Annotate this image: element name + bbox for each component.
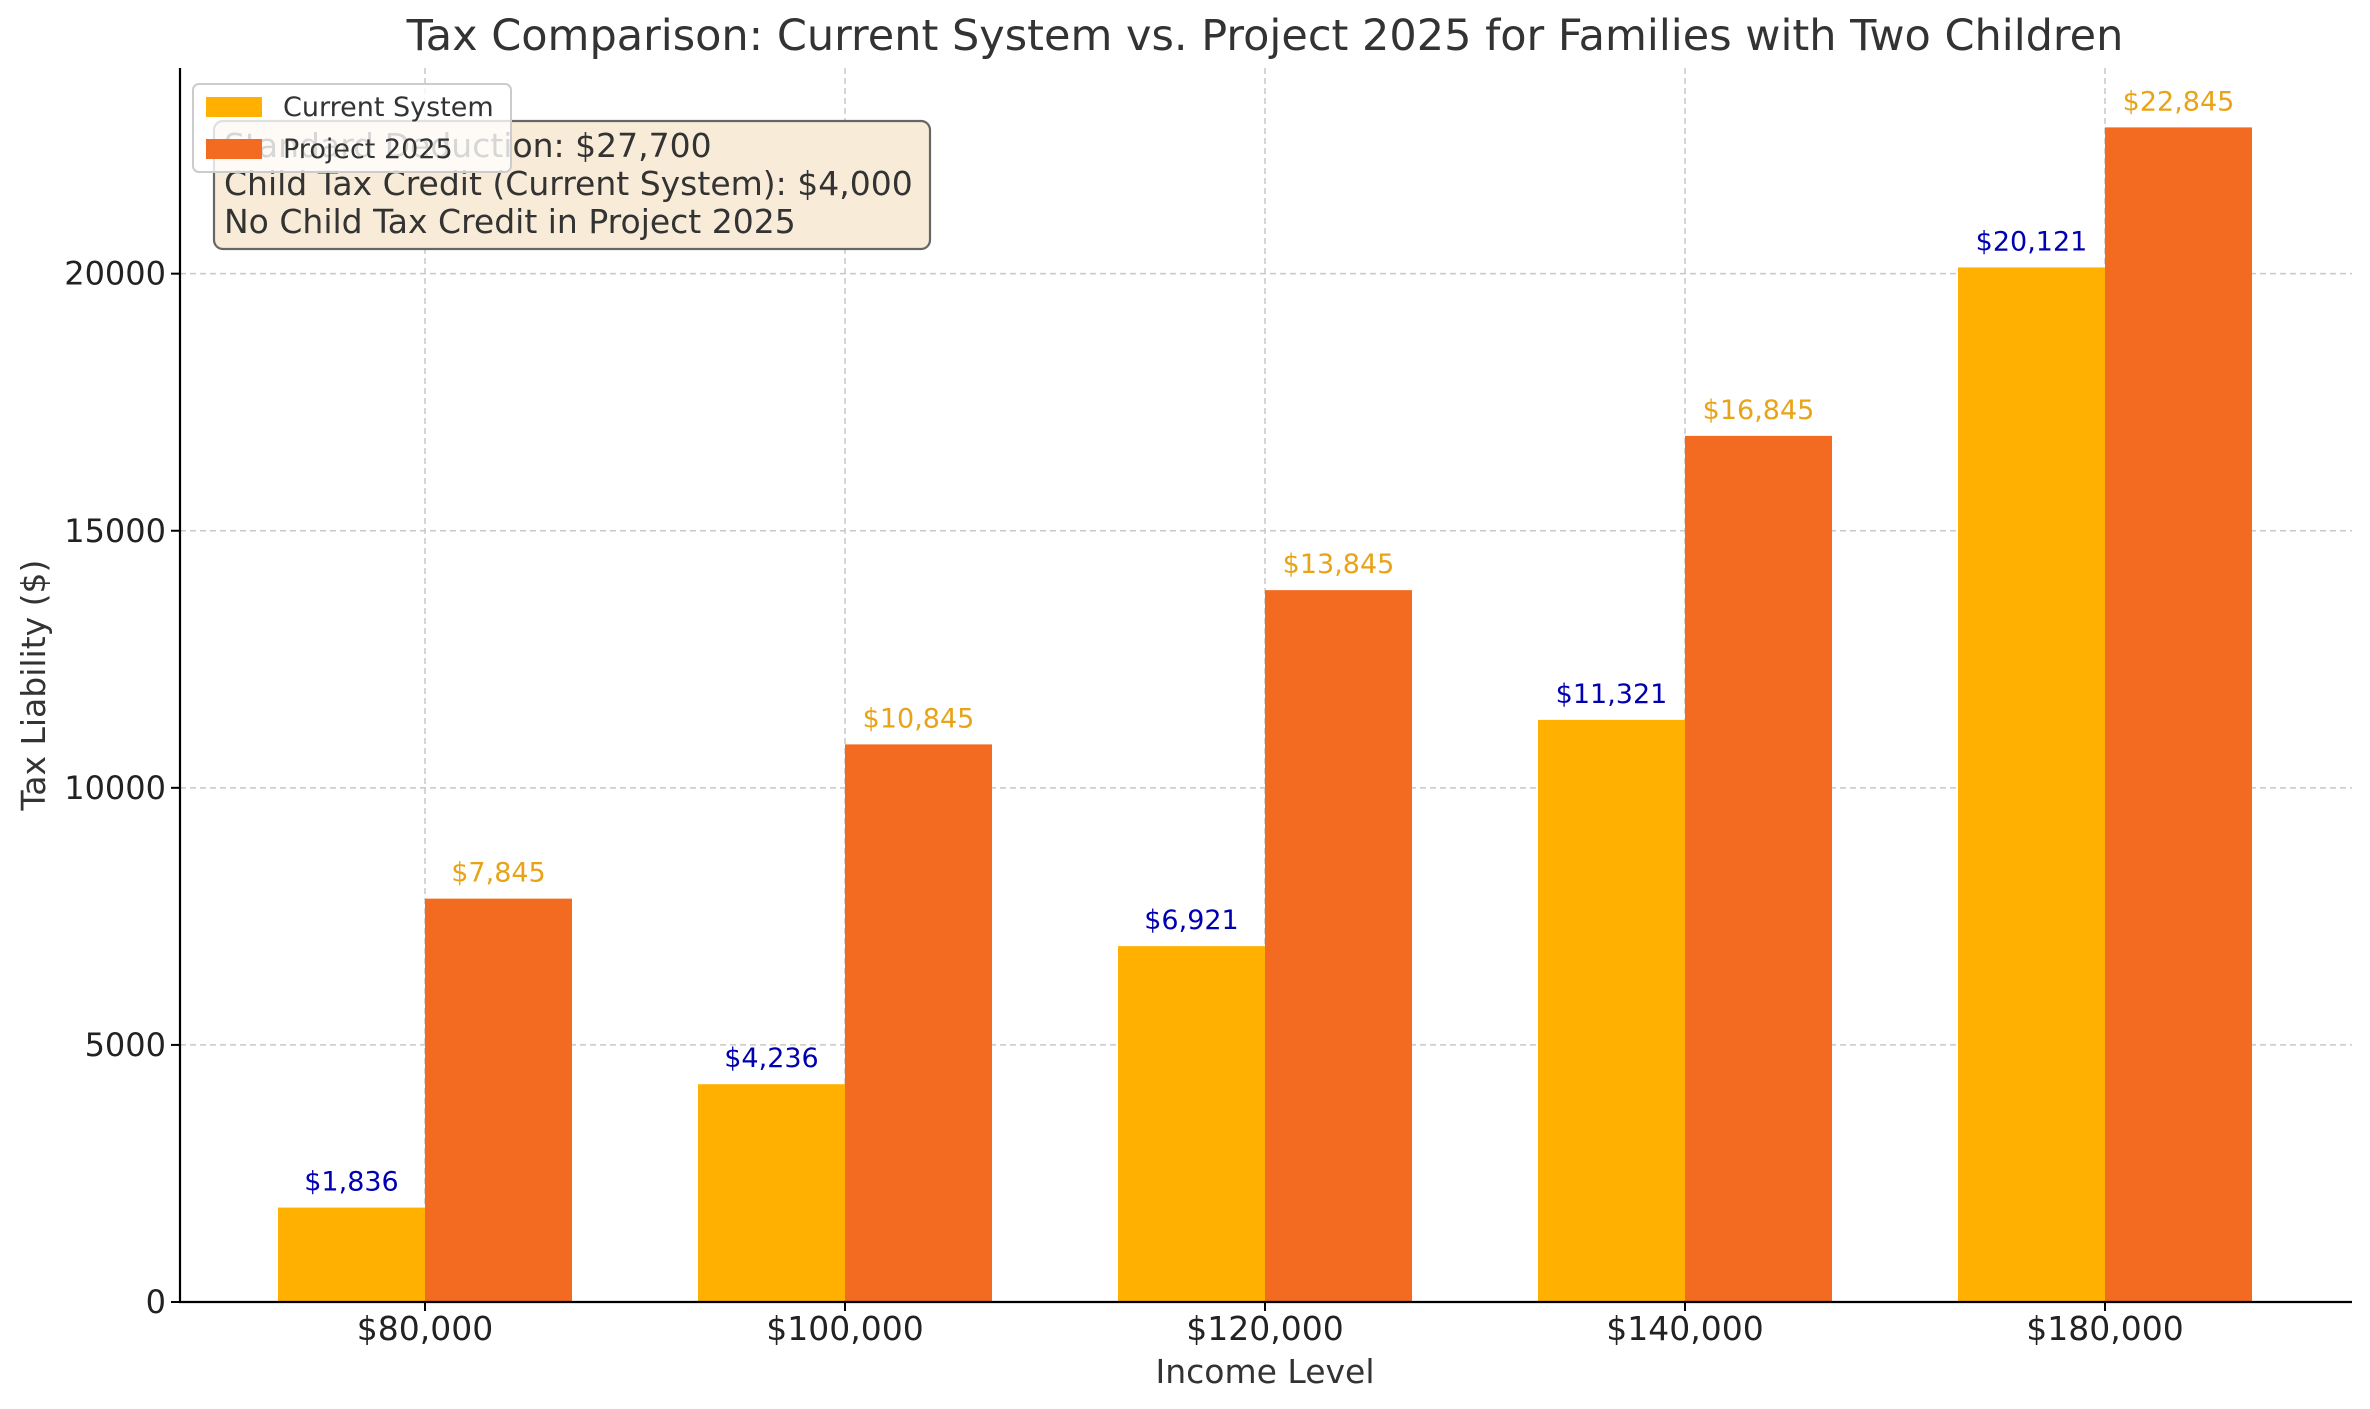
y-tick-label-3: 15000 [64, 512, 166, 550]
y-axis-label: Tax Liability ($) [14, 560, 53, 812]
bar-current-system-0 [278, 1207, 425, 1302]
x-axis-label: Income Level [1155, 1352, 1374, 1391]
bar-project-2025-3 [1685, 435, 1832, 1303]
bar-label-project-2025-4: $22,845 [2123, 86, 2235, 117]
bar-labels-group: $1,836 $4,236 $6,921 $11,321 $20,121 $7,845 $1… [304, 86, 2234, 1197]
bar-current-system-4 [1958, 267, 2105, 1302]
bar-project-2025-1 [845, 744, 992, 1302]
legend-swatch-current-system [206, 97, 262, 117]
bar-label-current-system-4: $20,121 [1976, 226, 2088, 257]
bar-label-current-system-2: $6,921 [1144, 905, 1238, 936]
y-ticks: 0 5000 10000 15000 20000 [64, 255, 180, 1321]
bar-label-current-system-0: $1,836 [304, 1167, 398, 1198]
bar-label-current-system-3: $11,321 [1556, 679, 1668, 710]
legend-background [192, 83, 512, 173]
bar-label-project-2025-2: $13,845 [1283, 549, 1395, 580]
x-ticks: $80,000 $100,000 $120,000 $140,000 $180,000 [357, 1302, 2184, 1348]
y-tick-label-0: 0 [146, 1283, 166, 1321]
bar-project-2025-0 [425, 898, 572, 1302]
x-tick-label-4: $180,000 [2026, 1309, 2183, 1348]
legend-label-current-system: Current System [283, 92, 494, 123]
legend-label-project-2025: Project 2025 [283, 134, 453, 165]
x-tick-label-1: $100,000 [766, 1309, 923, 1348]
y-tick-label-4: 20000 [64, 255, 166, 293]
x-tick-label-0: $80,000 [357, 1309, 493, 1348]
y-tick-label-2: 10000 [64, 769, 166, 807]
bar-label-project-2025-0: $7,845 [451, 858, 545, 889]
bar-project-2025-4 [2105, 127, 2252, 1303]
bars-group [278, 127, 2252, 1303]
bar-label-current-system-1: $4,236 [724, 1043, 818, 1074]
y-tick-label-1: 5000 [85, 1026, 166, 1064]
annotation-line-3: No Child Tax Credit in Project 2025 [224, 202, 796, 241]
x-tick-label-2: $120,000 [1186, 1309, 1343, 1348]
bar-label-project-2025-3: $16,845 [1703, 395, 1815, 426]
bar-current-system-1 [698, 1084, 845, 1302]
bar-project-2025-2 [1265, 590, 1412, 1302]
x-tick-label-3: $140,000 [1606, 1309, 1763, 1348]
bar-label-project-2025-1: $10,845 [863, 703, 975, 734]
legend-swatch-project-2025 [206, 139, 262, 159]
chart-title: Tax Comparison: Current System vs. Proje… [406, 11, 2124, 61]
bar-current-system-3 [1538, 719, 1685, 1302]
legend: Current System Project 2025 [192, 83, 512, 173]
bar-current-system-2 [1118, 946, 1265, 1302]
